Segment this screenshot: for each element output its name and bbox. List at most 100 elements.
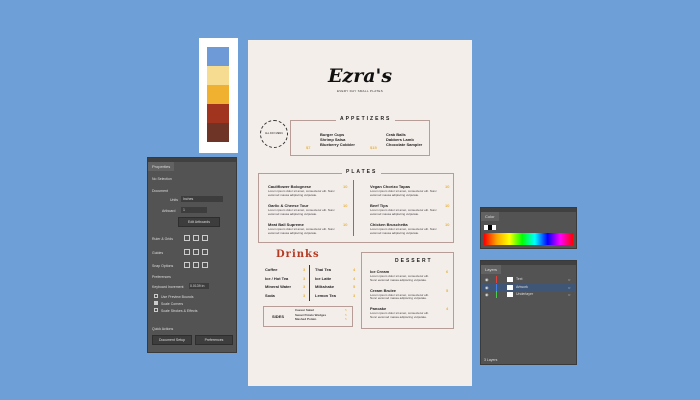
drink-name: Thai Tea (315, 267, 331, 272)
guides-icon[interactable] (184, 249, 190, 255)
units-label: Units (170, 198, 178, 202)
document-setup-button[interactable]: Document Setup (152, 335, 192, 345)
rulers-grids-label: Ruler & Grids (152, 237, 174, 241)
plate-name: Garlic & Cheese Tour (268, 203, 309, 208)
scale-strokes-label: Scale Strokes & Effects (161, 309, 198, 313)
side-price: 5 (345, 317, 347, 321)
drinks-title: Drinks (276, 249, 320, 260)
drink-name: Soda (265, 292, 275, 298)
appetizer-item: Dabbers Lamb (386, 137, 414, 142)
layer-thumbnail (507, 284, 513, 290)
target-icon[interactable]: ○ (568, 284, 571, 290)
units-select[interactable]: Inches (181, 196, 223, 202)
dessert-price: 4 (446, 306, 449, 311)
fill-stroke-swatch[interactable] (484, 225, 496, 230)
layers-panel: Layers ◉ Text ○ ◉ Artwork ○ ◉ Underlayer ○ 3 Lay… (480, 260, 577, 365)
target-icon[interactable]: ○ (568, 277, 571, 282)
eye-icon[interactable]: ◉ (485, 292, 489, 297)
plate-name: Meat Ball Supreme (268, 222, 304, 227)
snap-pixel-icon[interactable] (202, 262, 208, 268)
use-preview-bounds-label: Use Preview Bounds (161, 295, 194, 299)
appetizer-item: Blueberry Cobbler (320, 142, 355, 147)
tab-color[interactable]: Color (481, 212, 499, 221)
drink-name: Lemon Tea (315, 292, 336, 298)
drink-price: 3 (353, 292, 356, 298)
drink-price: 3 (303, 275, 306, 281)
document-label: Document (152, 189, 168, 193)
layer-row[interactable]: ◉ Underlayer ○ (482, 291, 576, 298)
dessert-description: Lorem ipsum dolor sit amet, consectetur … (370, 311, 429, 319)
smart-guides-icon[interactable] (202, 249, 208, 255)
plate-description: Lorem ipsum dolor sit amet, consectetur … (268, 208, 335, 216)
plate-price: 10 (445, 203, 450, 208)
all-day-badge: ALL DAY MENU (260, 120, 288, 148)
plate-price: 10 (445, 222, 450, 227)
artboard-select[interactable]: 1 (181, 207, 207, 213)
palette-swatch (207, 85, 229, 104)
pixel-grid-icon[interactable] (202, 235, 208, 241)
plate-name: Beef Tips (370, 203, 388, 208)
plate-description: Lorem ipsum dolor sit amet, consectetur … (370, 208, 437, 216)
color-spectrum[interactable] (484, 233, 573, 245)
drink-price: 5 (353, 284, 356, 289)
tab-properties[interactable]: Properties (148, 162, 175, 171)
side-price: 5 (345, 308, 347, 312)
dessert-name: Pancake (370, 306, 387, 311)
no-selection-label: No Selection (152, 177, 172, 181)
layer-name: Artwork (516, 284, 528, 289)
drink-name: Ice / Hot Tea (265, 275, 289, 281)
drink-price: 3 (303, 267, 306, 272)
drink-price: 4 (353, 267, 356, 272)
scale-corners-label: Scale Corners (161, 302, 184, 306)
plate-price: 10 (343, 222, 348, 227)
logo: Ezra's (327, 65, 393, 87)
use-preview-bounds-checkbox[interactable] (154, 294, 158, 298)
preferences-button[interactable]: Preferences (195, 335, 233, 345)
sides-box (263, 306, 353, 327)
tab-layers[interactable]: Layers (481, 265, 502, 274)
eye-icon[interactable]: ◉ (485, 284, 489, 290)
appetizers-title: APPETIZERS (336, 116, 396, 122)
keyboard-increment-input[interactable]: 0.0139 in (189, 283, 209, 289)
snap-grid-icon[interactable] (193, 262, 199, 268)
snap-options-label: Snap Options (152, 264, 174, 268)
artboard-label: Artboard (162, 209, 176, 213)
dessert-price: 6 (446, 269, 449, 274)
keyboard-increment-label: Keyboard Increment (152, 285, 184, 289)
side-name: Caesar Salad (295, 308, 314, 312)
eye-icon[interactable]: ◉ (485, 277, 489, 282)
palette-swatch (207, 66, 229, 85)
sides-title: SIDES (272, 314, 285, 319)
plate-name: Chicken Bruschetta (370, 222, 408, 227)
plate-price: 10 (445, 184, 450, 189)
layer-color (496, 283, 497, 291)
drink-name: Coffee (265, 267, 278, 272)
appetizer-item: Shrimp Salsa (320, 137, 346, 142)
target-icon[interactable]: ○ (568, 292, 571, 297)
scale-corners-checkbox[interactable] (154, 301, 158, 305)
scale-strokes-checkbox[interactable] (154, 308, 158, 312)
lock-guides-icon[interactable] (193, 249, 199, 255)
edit-artboards-button[interactable]: Edit Artboards (178, 217, 220, 227)
ruler-icon[interactable] (184, 235, 190, 241)
drink-name: Ice Latte (315, 275, 332, 281)
plate-description: Lorem ipsum dolor sit amet, consectetur … (370, 227, 437, 235)
palette-swatch (207, 104, 229, 123)
side-name: Sweet Potato Wedges (295, 312, 327, 317)
drink-price: 4 (353, 275, 356, 281)
dessert-box (361, 252, 454, 329)
price: $15 (370, 145, 377, 150)
layer-row[interactable]: ◉ Artwork ○ (482, 283, 576, 291)
snap-point-icon[interactable] (184, 262, 190, 268)
properties-panel: Properties No Selection Document Units I… (147, 157, 237, 353)
plate-description: Lorem ipsum dolor sit amet, consectetur … (370, 189, 437, 197)
plate-description: Lorem ipsum dolor sit amet, consectetur … (268, 189, 335, 197)
guides-label: Guides (152, 251, 164, 255)
plate-name: Cauliflower Bolognese (268, 184, 312, 189)
plate-description: Lorem ipsum dolor sit amet, consectetur … (268, 227, 335, 235)
layer-name: Underlayer (516, 292, 534, 296)
layers-count: 3 Layers (484, 358, 498, 362)
grid-icon[interactable] (193, 235, 199, 241)
layer-row[interactable]: ◉ Text ○ (482, 276, 576, 283)
price: $7 (306, 145, 311, 150)
